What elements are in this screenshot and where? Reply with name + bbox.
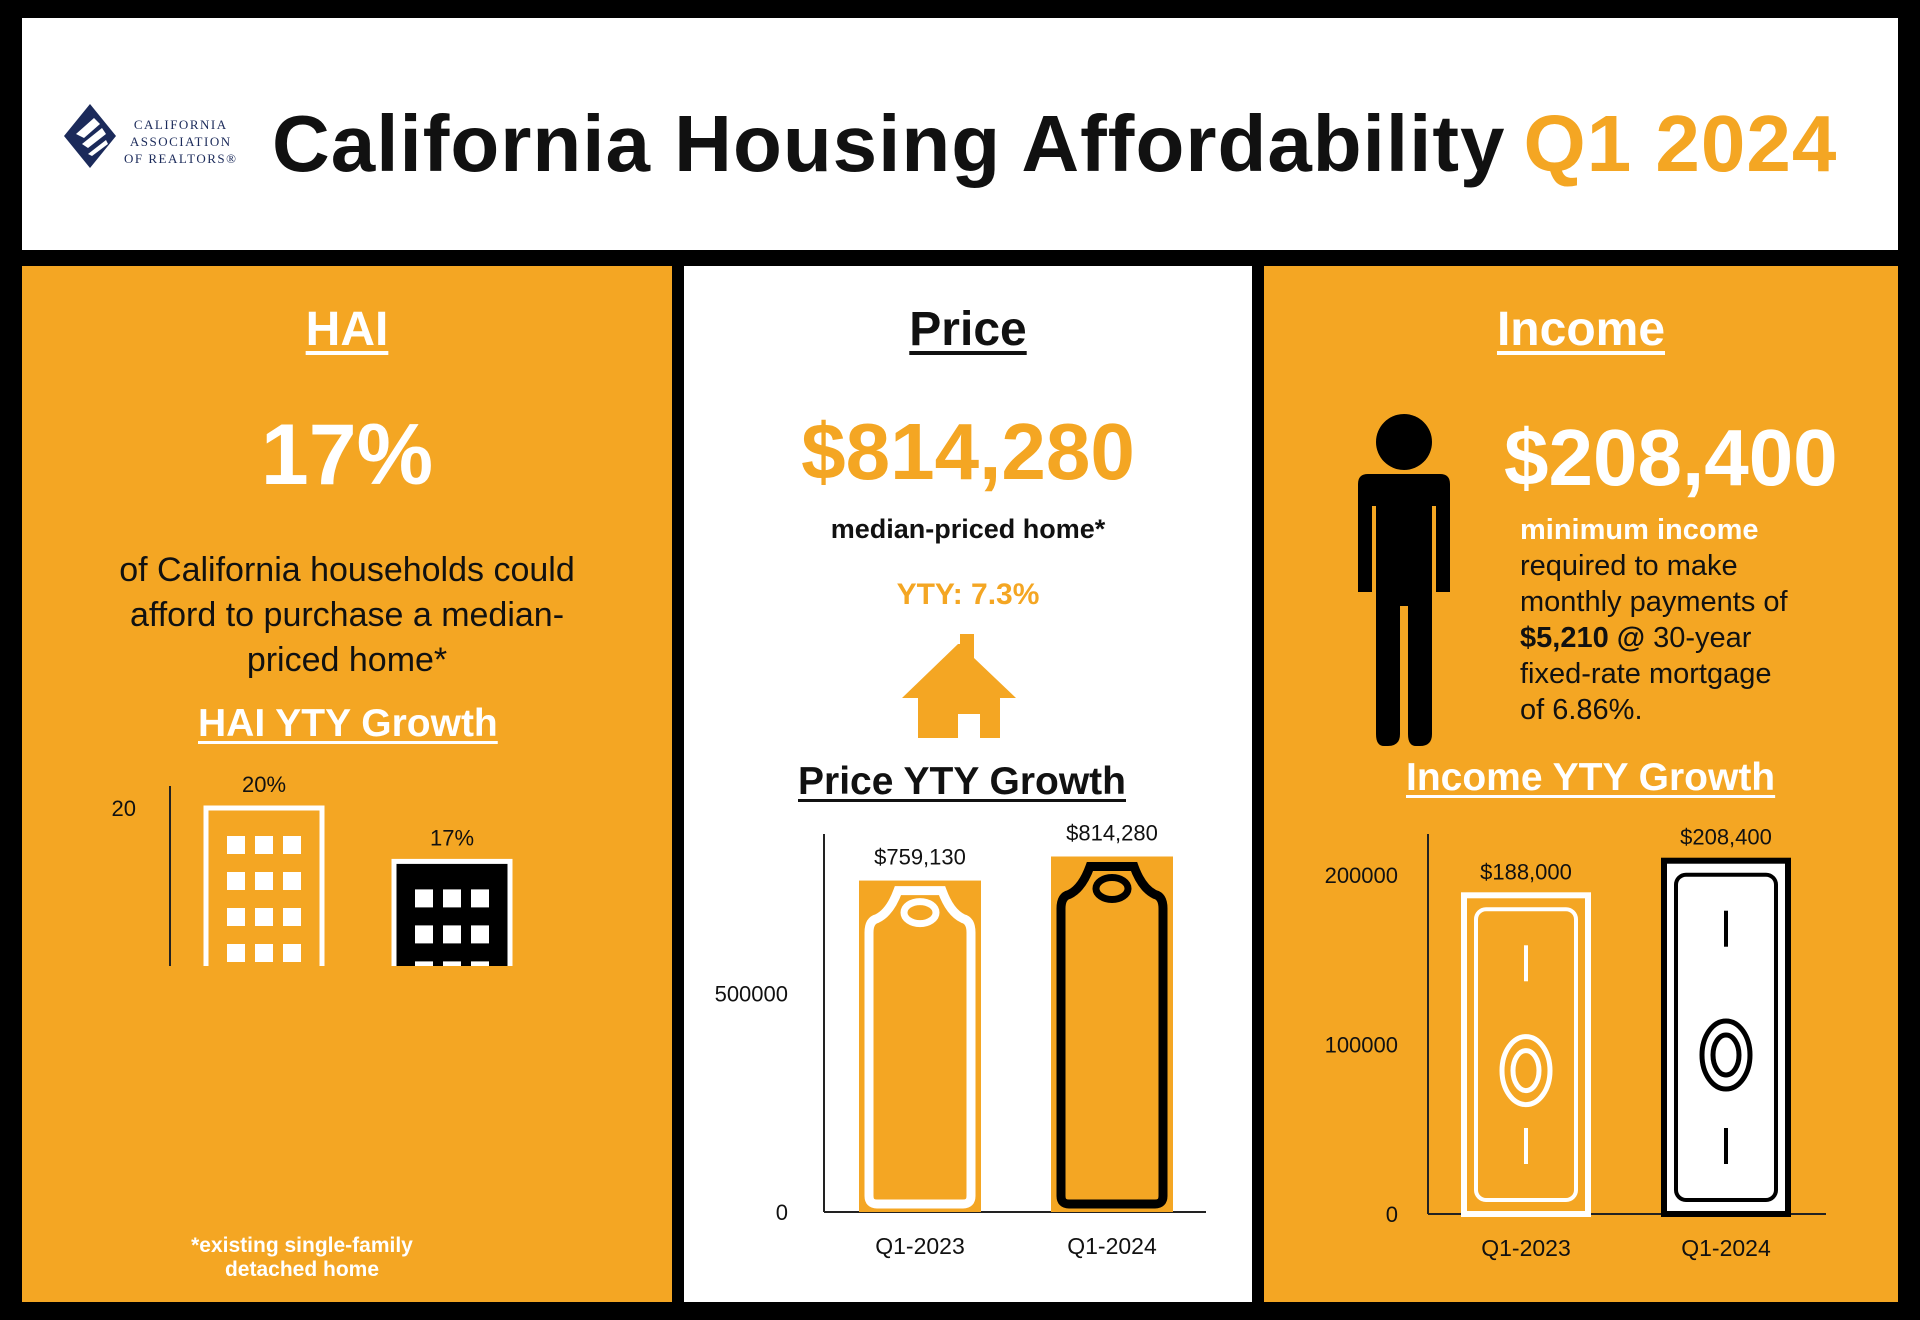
building-window	[227, 872, 245, 890]
y-tick-label: 500000	[715, 982, 788, 1007]
person-icon	[1358, 414, 1450, 746]
house-icon	[902, 634, 1016, 738]
income-desc-bold: minimum income	[1520, 514, 1759, 546]
building-window	[255, 944, 273, 962]
building-window	[283, 872, 301, 890]
data-label: $188,000	[1480, 859, 1572, 884]
hai-chart-title: HAI YTY Growth	[198, 702, 498, 745]
y-tick-label: 20	[112, 796, 136, 821]
banknote-seal-inner	[1510, 1048, 1542, 1094]
income-desc-4: fixed-rate mortgage	[1520, 658, 1772, 690]
building-window	[471, 925, 489, 944]
bar	[1051, 856, 1173, 1212]
title-text: California Housing Affordability	[272, 99, 1506, 188]
price-panel: Price $814,280 median-priced home* YTY: …	[684, 266, 1252, 1302]
x-tick-label: Q1-2023	[1481, 1235, 1571, 1261]
building-window	[443, 889, 461, 908]
banknote-seal	[1699, 1018, 1753, 1092]
x-tick-label: Q1-2023	[875, 1233, 965, 1259]
logo-line-2: ASSOCIATION	[129, 134, 232, 149]
hai-value: 17%	[260, 407, 434, 503]
price-chart-title: Price YTY Growth	[798, 760, 1126, 803]
logo-line-1: CALIFORNIA	[133, 117, 228, 132]
income-value: $208,400	[1504, 413, 1838, 502]
building-window	[415, 925, 433, 944]
income-heading: Income	[1496, 303, 1666, 356]
income-panel: Income $208,400 minimum income required …	[1264, 266, 1898, 1302]
income-chart: 0 100000 200000 $188,000 Q1-2023 $208,400 Q1-2…	[1325, 825, 1826, 1261]
y-tick-label: 200000	[1325, 863, 1398, 888]
building-window	[471, 961, 489, 966]
banknote-seal-inner	[1710, 1032, 1742, 1078]
price-tag-hole	[1092, 873, 1132, 903]
price-tag-icon	[864, 886, 976, 1209]
y-tick-label: 0	[1386, 1202, 1398, 1227]
price-description: median-priced home*	[830, 514, 1106, 544]
income-payment: $5,210 @	[1520, 622, 1646, 654]
data-label: $814,280	[1066, 820, 1158, 845]
bar	[1461, 892, 1591, 1217]
income-description: minimum income required to make monthly …	[1520, 512, 1788, 728]
income-desc-3: $5,210 @ 30-year	[1520, 620, 1788, 656]
car-logo: CALIFORNIA ASSOCIATION OF REALTORS®	[60, 98, 260, 188]
x-tick-label: Q1-2024	[1681, 1235, 1771, 1261]
banknote-icon	[1474, 907, 1578, 1202]
price-chart: 0 500000 $759,130 Q1-2023 $814,280 Q1-2024	[715, 820, 1206, 1259]
price-tag-icon	[1056, 861, 1168, 1209]
income-desc-2: monthly payments of	[1520, 586, 1788, 618]
building-window	[255, 908, 273, 926]
data-label: $759,130	[874, 845, 966, 870]
building-window	[443, 925, 461, 944]
car-logo-icon	[64, 104, 116, 168]
data-label: $208,400	[1680, 825, 1772, 850]
bar	[391, 858, 513, 966]
title-highlight: Q1 2024	[1523, 99, 1838, 188]
building-window	[443, 961, 461, 966]
building-window	[227, 836, 245, 854]
data-label: 20%	[242, 772, 286, 797]
data-label: 17%	[430, 825, 474, 850]
price-value: $814,280	[801, 407, 1135, 496]
price-heading: Price	[909, 303, 1027, 356]
x-tick-label: Q1-2024	[1067, 1233, 1157, 1259]
hai-description: of California households could afford to…	[119, 551, 575, 679]
building-window	[471, 889, 489, 908]
building-window	[415, 961, 433, 966]
logo-line-3: OF REALTORS®	[124, 151, 238, 166]
y-tick-label: 100000	[1325, 1032, 1398, 1057]
hai-chart: 0102020%Q1-202317%Q1-2024	[112, 772, 513, 966]
page-title: California Housing Affordability Q1 2024	[272, 98, 1837, 190]
hai-heading: HAI	[305, 303, 389, 356]
income-chart-title: Income YTY Growth	[1406, 756, 1776, 799]
hai-footnote: *existing single-family detached home	[191, 1234, 413, 1281]
logo-text: CALIFORNIA ASSOCIATION OF REALTORS®	[124, 116, 238, 167]
income-desc-1: required to make	[1520, 550, 1738, 582]
income-desc-5: of 6.86%.	[1520, 694, 1643, 726]
hai-panel: HAI 17% of California households could a…	[22, 266, 672, 1302]
y-tick-label: 0	[776, 1200, 788, 1225]
building-window	[283, 908, 301, 926]
header: CALIFORNIA ASSOCIATION OF REALTORS® Cali…	[22, 18, 1898, 250]
banknote-seal	[1499, 1034, 1553, 1108]
bar	[859, 880, 981, 1212]
building-window	[283, 836, 301, 854]
income-term: 30-year	[1645, 622, 1752, 654]
building-window	[255, 872, 273, 890]
price-yty: YTY: 7.3%	[896, 578, 1040, 611]
building-window	[255, 836, 273, 854]
banknote-icon	[1674, 872, 1778, 1203]
building-window	[227, 908, 245, 926]
price-tag-hole	[900, 898, 940, 928]
building-window	[283, 944, 301, 962]
building-window	[415, 889, 433, 908]
building-window	[227, 944, 245, 962]
